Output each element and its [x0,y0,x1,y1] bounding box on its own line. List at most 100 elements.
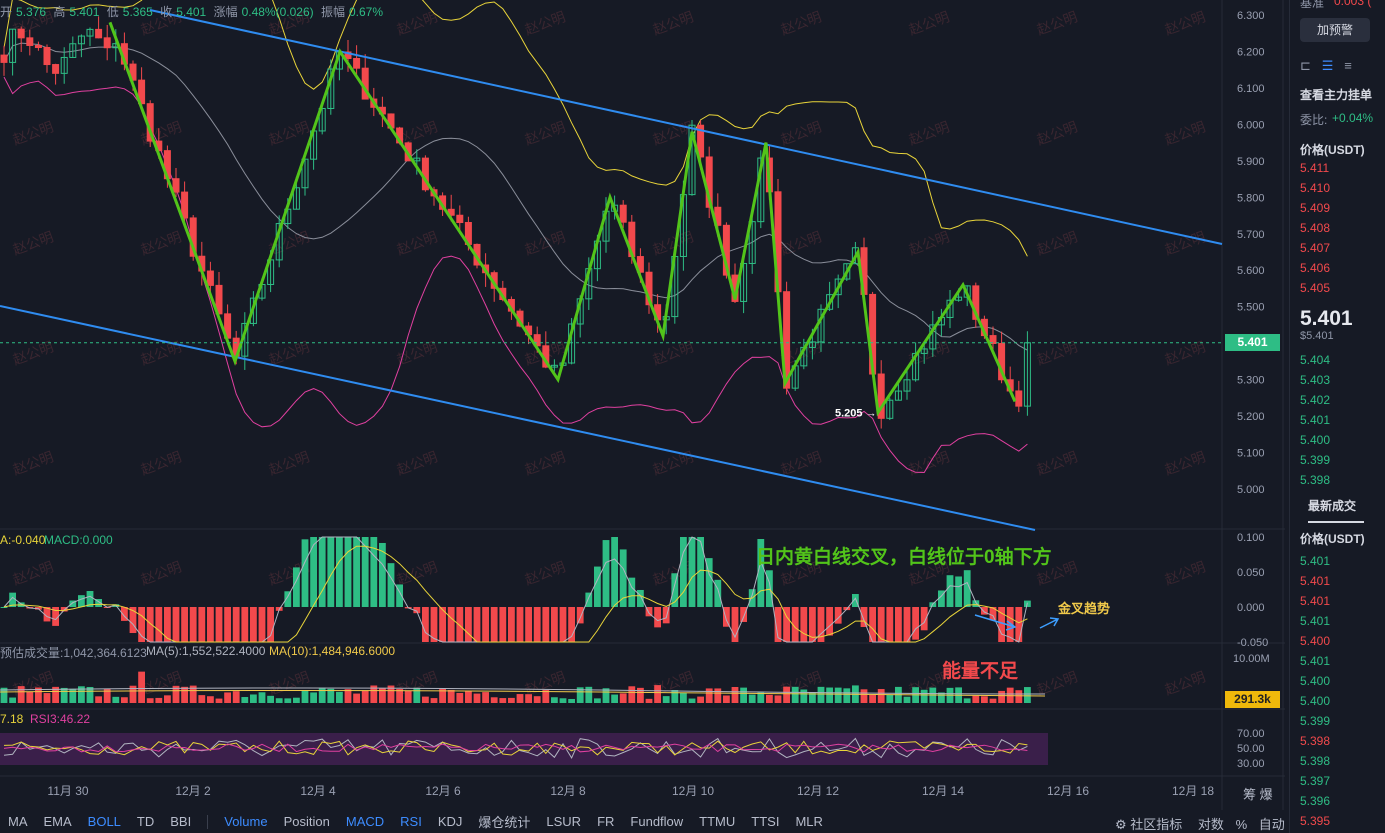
volume-bar [430,698,438,703]
watermark-text: 赵公明 [395,559,440,588]
candle-body [972,285,980,320]
tab-ttmu[interactable]: TTMU [699,814,736,829]
volume-bar [791,686,799,703]
macd-histogram-bar [508,607,515,642]
volume-bar [783,686,790,703]
macd-histogram-bar [826,607,833,636]
macd-histogram-bar [912,607,919,640]
latest-trades-title[interactable]: 最新成交 [1308,499,1357,513]
watermark-text: 赵公明 [779,119,824,148]
candle-body [206,270,214,286]
volume-bar [740,687,747,703]
watermark-text: 赵公明 [395,9,440,38]
date-tick-label: 12月 4 [300,784,336,798]
tab-lsur[interactable]: LSUR [546,814,582,829]
watermark-text: 赵公明 [523,559,568,588]
volume-bar [490,697,498,703]
macd-histogram-bar [344,537,352,607]
trade-price: 5.400 [1300,694,1331,708]
tab-position[interactable]: Position [283,814,330,829]
volume-bar [637,687,644,703]
macd-histogram-bar [705,558,713,607]
macd-histogram-bar [379,542,386,607]
tab-bbi[interactable]: BBI [170,814,192,829]
watermark-text: 赵公明 [1163,559,1208,588]
watermark-text: 赵公明 [523,9,568,38]
add-alert-button[interactable]: 加预警 [1300,18,1370,42]
price-tick-label: 6.200 [1237,46,1265,58]
watermark-text: 赵公明 [139,449,184,478]
bid-price: 5.404 [1300,353,1331,367]
tab-ema[interactable]: EMA [43,814,72,829]
bid-price: 5.401 [1300,413,1331,427]
volume-bar [112,696,120,703]
tab-kdj[interactable]: KDJ [437,814,463,829]
macd-histogram-bar [422,607,429,642]
tab--[interactable]: 爆仓统计 [478,815,531,830]
watermark-text: 赵公明 [651,449,696,478]
trades-price-header: 价格(USDT) [1300,532,1365,546]
macd-histogram-bar [903,607,911,642]
watermark-text: 赵公明 [11,449,56,478]
log-scale-toggle[interactable]: 对数 [1197,817,1224,832]
tab-rsi[interactable]: RSI [400,814,422,829]
volume-bar [559,698,567,703]
volume-bar [809,692,816,703]
macd-histogram-bar [430,607,438,642]
watermark-text: 赵公明 [1163,449,1208,478]
tab-ttsi[interactable]: TTSI [751,814,780,829]
auto-scale-toggle[interactable]: 自动 [1258,817,1285,832]
watermark-text: 赵公明 [1035,229,1080,258]
tab-fr[interactable]: FR [597,814,615,829]
macd-histogram-bar [361,537,369,607]
volume-bar [447,689,455,703]
volume-bar [301,690,309,703]
candle-body [1015,390,1023,407]
tab-fundflow[interactable]: Fundflow [630,814,684,829]
macd-histogram-bar [155,607,163,642]
macd-histogram-bar [1006,607,1014,642]
volume-bar [877,689,885,703]
bid-price: 5.403 [1300,373,1331,387]
volume-bar [843,688,851,703]
bid-price: 5.400 [1300,433,1331,447]
price-tick-label: 5.900 [1237,156,1265,168]
percent-toggle[interactable]: % [1235,817,1248,832]
watermark-text: 赵公明 [1035,9,1080,38]
volume-bar [379,688,386,703]
macd-histogram-bar [250,607,257,642]
tab-macd[interactable]: MACD [345,814,385,829]
boll-upper-band [3,0,1028,257]
tab-ma[interactable]: MA [8,814,28,829]
volume-ma5-line [0,687,1046,695]
watermark-text: 赵公明 [11,119,56,148]
volume-bar [1015,690,1023,703]
trade-price: 5.400 [1300,674,1331,688]
tab-mlr[interactable]: MLR [795,814,823,829]
candle-body [249,297,257,324]
tab-boll[interactable]: BOLL [87,814,121,829]
volume-bar [344,689,352,703]
macd-histogram-bar [981,607,988,615]
macd-histogram-bar [129,607,137,634]
view-main-orders[interactable]: 查看主力挂单 [1300,88,1373,102]
main-chart[interactable]: 赵公明 赵公明 赵公明 赵公明 赵公明 赵公明 赵公明 赵公明 赵公明 赵公明赵公明 赵公明 赵公明赵… [0,0,1285,810]
channel-lower-line [0,305,1036,531]
tab-volume[interactable]: Volume [224,814,268,829]
macd-histogram-bar [834,607,842,624]
date-tick-label: 12月 18 [1172,784,1214,798]
tab-td[interactable]: TD [136,814,155,829]
macd-histogram-bar [258,607,266,642]
volume-bar [688,698,696,703]
community-indicator-button[interactable]: ⚙ 社区指标 [1115,817,1183,832]
macd-histogram-bar [525,607,532,642]
bid-price: 5.398 [1300,473,1331,487]
macd-histogram-bar [327,537,335,607]
price-tick-label: 5.300 [1237,375,1265,387]
chip-distribution-button[interactable]: 筹 爆 [1243,787,1273,802]
orderbook-view-icons[interactable]: ⊏ ☰ ≡ [1300,58,1352,73]
arrow-icon [974,614,1017,631]
watermark-text: 赵公明 [11,229,56,258]
volume-bar [198,695,206,703]
macd-histogram-bar [336,537,343,607]
